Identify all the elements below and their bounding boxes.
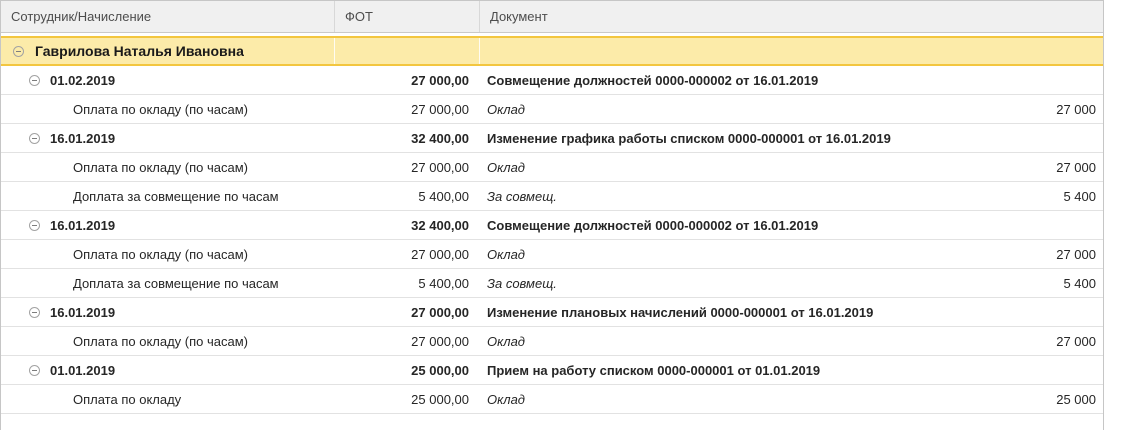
document-name: Оклад bbox=[487, 333, 525, 349]
document-name: Оклад bbox=[487, 101, 525, 117]
document-amount: 25 000 bbox=[1056, 391, 1096, 407]
document-name: За совмещ. bbox=[487, 188, 557, 204]
table-row-date[interactable]: 16.01.2019 32 400,00 Совмещение должност… bbox=[1, 211, 1103, 240]
document-name: Оклад bbox=[487, 159, 525, 175]
fot-value: 32 400,00 bbox=[411, 217, 469, 233]
document-amount: 5 400 bbox=[1063, 188, 1096, 204]
collapse-icon[interactable] bbox=[29, 306, 40, 318]
employee-name: Гаврилова Наталья Ивановна bbox=[35, 43, 244, 59]
row-label: Оплата по окладу (по часам) bbox=[73, 333, 248, 349]
document-name: Изменение плановых начислений 0000-00000… bbox=[487, 304, 874, 320]
table-row-accrual[interactable]: Оплата по окладу (по часам) 27 000,00 Ок… bbox=[1, 153, 1103, 182]
document-amount: 27 000 bbox=[1056, 101, 1096, 117]
row-label: 01.02.2019 bbox=[50, 72, 116, 88]
row-label: 16.01.2019 bbox=[50, 304, 116, 320]
document-name: Совмещение должностей 0000-000002 от 16.… bbox=[487, 217, 819, 233]
fot-value: 27 000,00 bbox=[411, 246, 469, 262]
column-header-employee-accrual[interactable]: Сотрудник/Начисление bbox=[11, 9, 152, 24]
fot-value: 27 000,00 bbox=[411, 72, 469, 88]
document-name: Прием на работу списком 0000-000001 от 0… bbox=[487, 362, 821, 378]
collapse-icon[interactable] bbox=[29, 132, 40, 144]
document-name: За совмещ. bbox=[487, 275, 557, 291]
fot-value: 27 000,00 bbox=[411, 333, 469, 349]
table-row-accrual[interactable]: Оплата по окладу 25 000,00 Оклад 25 000 bbox=[1, 385, 1103, 414]
fot-value: 25 000,00 bbox=[411, 391, 469, 407]
document-amount: 27 000 bbox=[1056, 246, 1096, 262]
table-row-accrual[interactable]: Оплата по окладу (по часам) 27 000,00 Ок… bbox=[1, 95, 1103, 124]
group-row-employee[interactable]: Гаврилова Наталья Ивановна bbox=[1, 36, 1103, 66]
document-amount: 5 400 bbox=[1063, 275, 1096, 291]
document-name: Оклад bbox=[487, 391, 525, 407]
fot-value: 5 400,00 bbox=[418, 275, 469, 291]
document-name: Совмещение должностей 0000-000002 от 16.… bbox=[487, 72, 819, 88]
table-row-date[interactable]: 01.02.2019 27 000,00 Совмещение должност… bbox=[1, 66, 1103, 95]
fot-value: 32 400,00 bbox=[411, 130, 469, 146]
fot-value: 5 400,00 bbox=[418, 188, 469, 204]
document-name: Изменение графика работы списком 0000-00… bbox=[487, 130, 891, 146]
column-header-fot[interactable]: ФОТ bbox=[334, 1, 479, 32]
row-label: Доплата за совмещение по часам bbox=[73, 275, 279, 291]
row-label: 16.01.2019 bbox=[50, 217, 116, 233]
table-row-date[interactable]: 16.01.2019 27 000,00 Изменение плановых … bbox=[1, 298, 1103, 327]
table-row-accrual[interactable]: Доплата за совмещение по часам 5 400,00 … bbox=[1, 182, 1103, 211]
table-row-date[interactable]: 16.01.2019 32 400,00 Изменение графика р… bbox=[1, 124, 1103, 153]
group-doc-cell bbox=[479, 38, 1103, 64]
table-row-date[interactable]: 01.01.2019 25 000,00 Прием на работу спи… bbox=[1, 356, 1103, 385]
header-gap bbox=[1, 33, 1103, 36]
fot-value: 27 000,00 bbox=[411, 101, 469, 117]
column-header-document[interactable]: Документ bbox=[479, 1, 1103, 32]
document-name: Оклад bbox=[487, 246, 525, 262]
row-label: 01.01.2019 bbox=[50, 362, 116, 378]
document-amount: 27 000 bbox=[1056, 333, 1096, 349]
collapse-icon[interactable] bbox=[29, 74, 40, 86]
table-header: Сотрудник/Начисление ФОТ Документ bbox=[1, 1, 1103, 33]
table-row-accrual[interactable]: Доплата за совмещение по часам 5 400,00 … bbox=[1, 269, 1103, 298]
accruals-table: Сотрудник/Начисление ФОТ Документ Гаврил… bbox=[0, 0, 1104, 430]
fot-value: 25 000,00 bbox=[411, 362, 469, 378]
row-label: Оплата по окладу (по часам) bbox=[73, 246, 248, 262]
collapse-icon[interactable] bbox=[29, 364, 40, 376]
table-body: 01.02.2019 27 000,00 Совмещение должност… bbox=[1, 66, 1103, 414]
collapse-icon[interactable] bbox=[29, 219, 40, 231]
row-label: Оплата по окладу (по часам) bbox=[73, 159, 248, 175]
row-label: 16.01.2019 bbox=[50, 130, 116, 146]
collapse-icon[interactable] bbox=[13, 45, 24, 57]
row-label: Доплата за совмещение по часам bbox=[73, 188, 279, 204]
row-label: Оплата по окладу bbox=[73, 391, 182, 407]
document-amount: 27 000 bbox=[1056, 159, 1096, 175]
fot-value: 27 000,00 bbox=[411, 304, 469, 320]
fot-value: 27 000,00 bbox=[411, 159, 469, 175]
row-label: Оплата по окладу (по часам) bbox=[73, 101, 248, 117]
group-fot-cell bbox=[334, 38, 479, 64]
table-row-accrual[interactable]: Оплата по окладу (по часам) 27 000,00 Ок… bbox=[1, 240, 1103, 269]
table-row-accrual[interactable]: Оплата по окладу (по часам) 27 000,00 Ок… bbox=[1, 327, 1103, 356]
